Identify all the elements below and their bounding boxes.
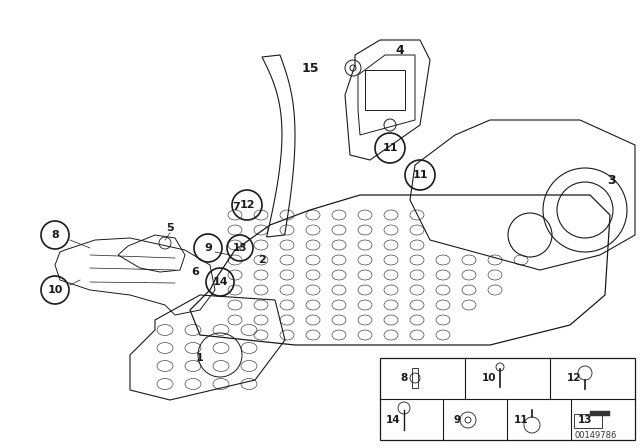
Text: 9: 9: [204, 243, 212, 253]
Text: 14: 14: [386, 415, 400, 425]
Circle shape: [524, 417, 540, 433]
Text: 13: 13: [578, 415, 592, 425]
Text: 10: 10: [47, 285, 63, 295]
Text: 12: 12: [239, 200, 255, 210]
Text: 8: 8: [51, 230, 59, 240]
Text: 14: 14: [212, 277, 228, 287]
Text: 6: 6: [191, 267, 199, 277]
Text: 00149786: 00149786: [575, 431, 617, 440]
Text: 11: 11: [514, 415, 528, 425]
Bar: [574, 414, 602, 428]
Text: 4: 4: [396, 43, 404, 56]
Text: 15: 15: [301, 61, 319, 74]
Text: 5: 5: [166, 223, 174, 233]
Text: 3: 3: [608, 173, 616, 186]
Text: 8: 8: [401, 373, 408, 383]
Text: 11: 11: [412, 170, 428, 180]
Text: 9: 9: [453, 415, 461, 425]
Text: 1: 1: [196, 353, 204, 363]
Bar: [590, 411, 610, 416]
Text: 11: 11: [382, 143, 397, 153]
Text: 12: 12: [567, 373, 581, 383]
Text: 10: 10: [482, 373, 496, 383]
Text: 13: 13: [233, 243, 247, 253]
Text: 7: 7: [232, 202, 240, 212]
Bar: [380, 358, 635, 440]
Polygon shape: [412, 368, 418, 388]
Text: 2: 2: [258, 255, 266, 265]
Bar: [365, 70, 405, 110]
